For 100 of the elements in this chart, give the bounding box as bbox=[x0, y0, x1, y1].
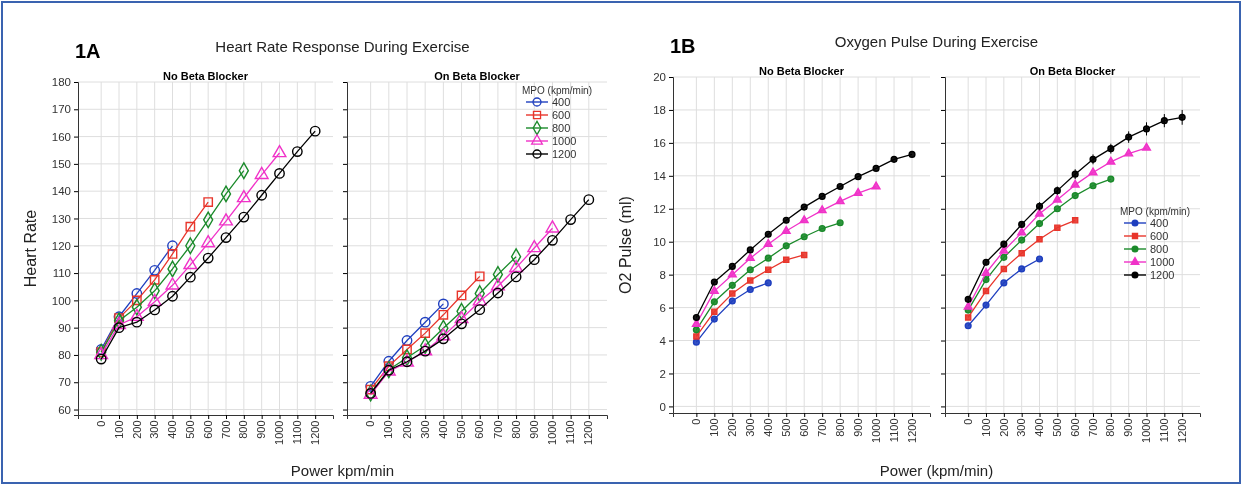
point bbox=[510, 271, 522, 283]
point bbox=[185, 221, 196, 232]
point bbox=[509, 259, 524, 273]
point bbox=[729, 290, 736, 297]
point bbox=[147, 293, 162, 307]
point bbox=[149, 304, 161, 316]
point bbox=[982, 287, 990, 295]
point bbox=[800, 233, 808, 241]
y-tick-label: 6 bbox=[659, 301, 666, 314]
point bbox=[981, 267, 991, 276]
legend-label: 400 bbox=[552, 96, 571, 108]
point bbox=[764, 230, 772, 238]
point bbox=[963, 301, 973, 310]
x-tick-label: 100 bbox=[112, 420, 125, 439]
y-tick-label: 16 bbox=[653, 137, 666, 150]
x-tick-label: 100 bbox=[382, 420, 395, 439]
point bbox=[167, 249, 178, 259]
point bbox=[836, 219, 844, 227]
point bbox=[1107, 175, 1115, 183]
point bbox=[871, 181, 881, 190]
point bbox=[1071, 192, 1079, 200]
point bbox=[908, 150, 916, 158]
point bbox=[710, 278, 718, 286]
x-tick-label: 300 bbox=[1015, 418, 1028, 437]
x-tick-label: 1000 bbox=[273, 420, 286, 445]
point bbox=[474, 304, 486, 316]
point bbox=[692, 326, 700, 334]
point bbox=[474, 271, 485, 282]
y-tick-label: 160 bbox=[51, 130, 71, 143]
x-tick-label: 200 bbox=[725, 418, 738, 437]
point bbox=[1124, 148, 1134, 157]
point bbox=[1070, 179, 1080, 188]
x-tick-label: 300 bbox=[418, 420, 431, 439]
point bbox=[436, 328, 451, 341]
text: 1B bbox=[670, 35, 696, 57]
point bbox=[131, 295, 142, 306]
y-tick-label: 110 bbox=[52, 267, 71, 280]
x-tick-label: 700 bbox=[219, 420, 232, 439]
point bbox=[800, 251, 808, 259]
point bbox=[291, 146, 303, 158]
point bbox=[872, 164, 880, 172]
point bbox=[129, 308, 144, 322]
point bbox=[711, 308, 718, 315]
x-tick-label: 700 bbox=[815, 418, 828, 437]
point bbox=[692, 313, 700, 322]
legend-label: 600 bbox=[552, 109, 571, 121]
x-tick-label: 200 bbox=[997, 418, 1010, 437]
x-tick-label: 400 bbox=[1033, 418, 1046, 437]
point bbox=[1000, 265, 1008, 273]
point bbox=[131, 316, 143, 328]
point bbox=[402, 344, 412, 355]
point bbox=[238, 211, 250, 223]
y-axis-title: Heart Rate bbox=[22, 209, 39, 288]
point bbox=[254, 166, 269, 180]
chart-title: On Beta Blocker bbox=[1029, 65, 1117, 77]
x-tick-label: 1100 bbox=[1157, 418, 1170, 443]
y-tick-label: 90 bbox=[58, 321, 71, 334]
legend-title: MPO (kpm/min) bbox=[522, 85, 592, 96]
point bbox=[1018, 249, 1025, 257]
point bbox=[853, 187, 863, 197]
point bbox=[202, 252, 214, 264]
point bbox=[1017, 227, 1027, 236]
point bbox=[1018, 236, 1026, 244]
y-tick-label: 14 bbox=[653, 170, 667, 182]
point bbox=[728, 297, 736, 305]
point bbox=[818, 224, 826, 233]
legend-label: 1000 bbox=[552, 135, 577, 147]
point bbox=[438, 309, 449, 320]
chart-title: No Beta Blocker bbox=[163, 70, 249, 82]
point bbox=[764, 279, 772, 287]
text: Heart Rate Response During Exercise bbox=[215, 38, 470, 55]
point bbox=[727, 269, 737, 278]
point bbox=[746, 246, 754, 254]
point bbox=[818, 192, 826, 200]
point bbox=[583, 194, 595, 206]
point bbox=[710, 315, 718, 323]
x-tick-label: 1100 bbox=[290, 420, 303, 445]
point bbox=[545, 220, 560, 233]
point bbox=[1018, 265, 1026, 273]
legend-label: 1200 bbox=[1150, 269, 1175, 281]
point bbox=[746, 285, 754, 294]
point bbox=[472, 293, 487, 306]
point bbox=[201, 235, 216, 248]
x-tick-label: 500 bbox=[779, 418, 792, 437]
y-tick-label: 140 bbox=[51, 185, 71, 198]
point bbox=[728, 262, 736, 270]
point bbox=[964, 314, 972, 321]
y-tick-label: 100 bbox=[51, 294, 71, 307]
point bbox=[437, 298, 449, 310]
point bbox=[1053, 205, 1061, 213]
point bbox=[982, 276, 990, 284]
point bbox=[746, 266, 754, 274]
point bbox=[490, 278, 505, 291]
point bbox=[220, 232, 232, 243]
point bbox=[800, 203, 808, 211]
legend-label: 1000 bbox=[1150, 256, 1175, 268]
point bbox=[528, 254, 540, 266]
y-tick-label: 12 bbox=[653, 202, 666, 215]
x-tick-label: 1200 bbox=[308, 420, 321, 445]
x-tick-label: 400 bbox=[166, 420, 179, 439]
